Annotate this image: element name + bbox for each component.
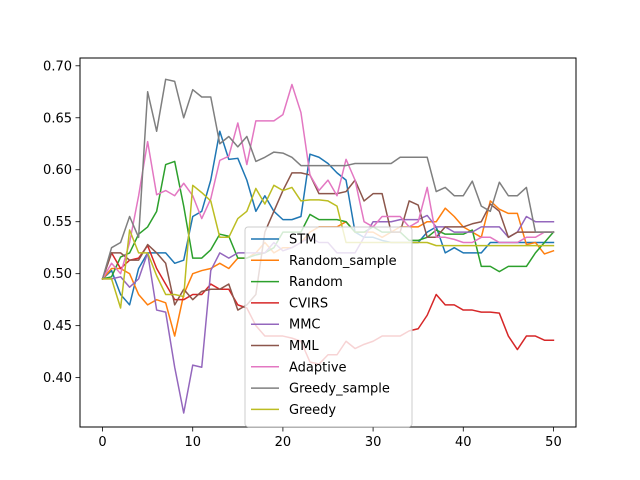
legend-label-random-sample: Random_sample (289, 254, 397, 269)
legend-label-mml: MML (289, 339, 319, 354)
x-tick-label: 30 (365, 435, 382, 450)
y-tick-label: 0.40 (43, 371, 72, 386)
legend-label-stm: STM (289, 233, 316, 248)
x-axis: 0 10 20 30 40 50 (98, 427, 562, 450)
legend-label-greedy: Greedy (289, 403, 336, 418)
y-tick-label: 0.50 (43, 267, 72, 282)
legend-label-mmc: MMC (289, 318, 321, 333)
legend-label-adaptive: Adaptive (289, 360, 347, 375)
y-tick-label: 0.60 (43, 163, 72, 178)
y-tick-label: 0.45 (43, 319, 72, 334)
legend-label-random: Random (289, 275, 343, 290)
y-axis: 0.40 0.45 0.50 0.55 0.60 0.65 0.70 (43, 59, 80, 386)
x-tick-label: 10 (184, 435, 201, 450)
legend-label-greedy-sample: Greedy_sample (289, 382, 390, 397)
series-line-adaptive (101, 83, 555, 280)
y-tick-label: 0.70 (43, 59, 72, 74)
series-line-greedy (101, 184, 555, 309)
series-line-random (101, 160, 555, 280)
series-line-greedy-sample (101, 78, 555, 280)
y-tick-label: 0.65 (43, 111, 72, 126)
series-line-mml (101, 172, 555, 311)
x-tick-label: 20 (275, 435, 292, 450)
x-tick-label: 50 (545, 435, 562, 450)
legend-box (244, 226, 413, 428)
x-tick-label: 40 (455, 435, 472, 450)
y-tick-label: 0.55 (43, 215, 72, 230)
x-tick-label: 0 (98, 435, 106, 450)
legend-label-cvirs: CVIRS (289, 296, 328, 311)
legend: STM Random_sample Random CVIRS MMC MML Adaptiv… (244, 226, 413, 428)
